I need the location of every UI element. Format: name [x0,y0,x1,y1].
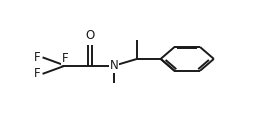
Text: F: F [62,52,69,65]
Text: N: N [110,59,119,72]
Text: F: F [34,51,41,64]
Text: F: F [34,67,41,80]
Text: O: O [85,29,94,42]
